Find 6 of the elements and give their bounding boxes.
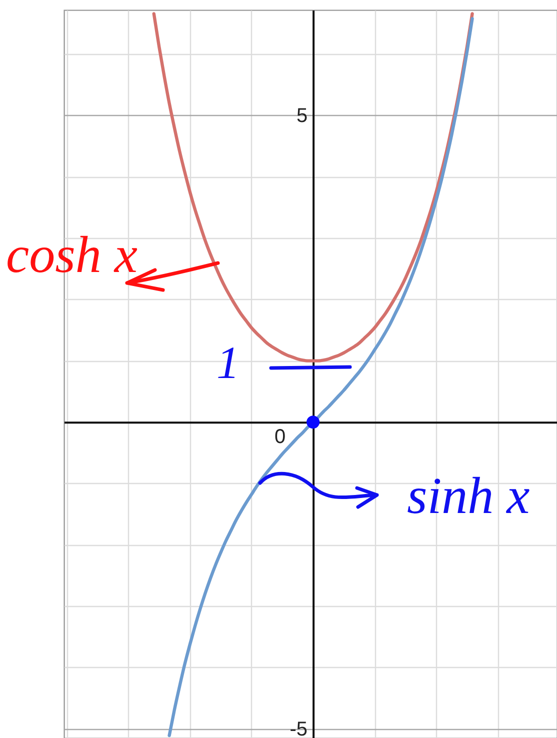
annotation: 1 (216, 337, 240, 388)
annotation: 0 (274, 426, 286, 448)
annotation: cosh x (6, 227, 138, 284)
y-tick-label: 5 (296, 104, 308, 127)
y-tick-label: -5 (290, 718, 308, 738)
annotation: sinh x (407, 468, 530, 525)
